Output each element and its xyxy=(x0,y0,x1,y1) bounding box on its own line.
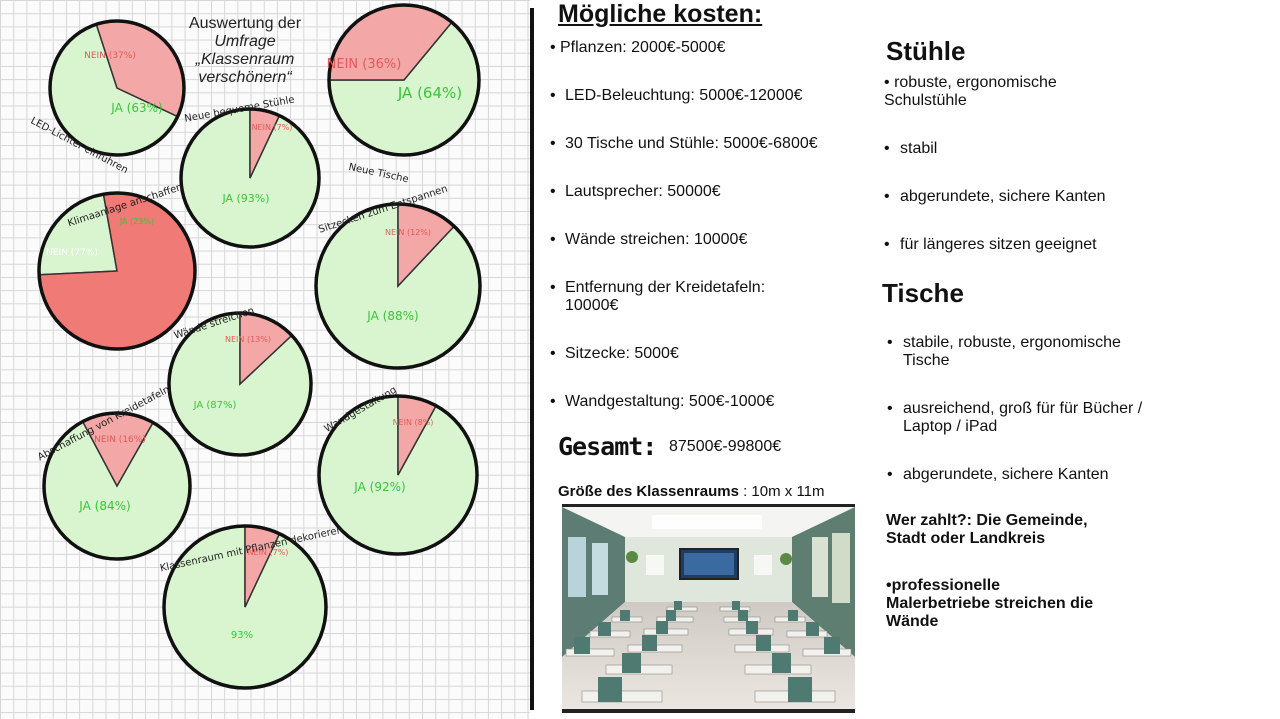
payer-line: Stadt oder Landkreis xyxy=(886,530,1046,547)
pie-yes-label: JA (23%) xyxy=(119,217,154,226)
chairs-item-text: • robuste, ergonomische Schulstühle xyxy=(884,74,1124,110)
tables-heading: Tische xyxy=(882,278,964,308)
room-size-label: Größe des Klassenraums xyxy=(558,483,739,500)
cost-text: LED-Beleuchtung: 5000€-12000€ xyxy=(565,87,803,104)
survey-title-line: Auswertung der xyxy=(188,15,302,32)
total-label: Gesamt: xyxy=(558,432,657,461)
chairs-item-label: stabil xyxy=(900,140,938,157)
tables-item-label: abgerundete, sichere Kanten xyxy=(903,466,1109,483)
cost-text: Pflanzen: 2000€-5000€ xyxy=(560,39,726,56)
pie-yes-label: JA (93%) xyxy=(221,192,269,205)
bullet: • xyxy=(550,345,556,362)
bullet: • xyxy=(550,39,556,56)
pie-outline xyxy=(162,524,328,690)
cost-item: • Wände streichen: 10000€ xyxy=(550,231,850,249)
cost-item: • Wandgestaltung: 500€-1000€ xyxy=(550,393,850,411)
room-size-value: : 10m x 11m xyxy=(743,483,825,500)
pie-no-label: NEIN (12%) xyxy=(385,228,431,237)
painters-line: Malerbetriebe streichen die xyxy=(886,595,1094,612)
pie-outline xyxy=(37,191,197,351)
bullet: • xyxy=(887,334,893,351)
cost-text: Sitzecke: 5000€ xyxy=(565,345,679,362)
pie-outline xyxy=(42,411,192,561)
classroom-photo xyxy=(562,504,855,713)
pie-no-label: NEIN (7%) xyxy=(248,548,289,557)
room-size: Größe des Klassenraums : 10m x 11m xyxy=(558,483,825,500)
bullet: • xyxy=(887,400,893,417)
bullet: • xyxy=(550,231,556,248)
cost-text: Wandgestaltung: 500€-1000€ xyxy=(565,393,775,410)
survey-title: Auswertung der Umfrage „Klassenraum vers… xyxy=(180,15,310,87)
bullet: • xyxy=(550,279,556,296)
costs-heading: Mögliche kosten: xyxy=(558,0,763,28)
chairs-item-label: robuste, ergonomische Schulstühle xyxy=(884,74,1057,109)
pie-title: Neue Tische xyxy=(347,162,409,185)
bullet: • xyxy=(884,236,890,253)
cost-item: • 30 Tische und Stühle: 5000€-6800€ xyxy=(550,135,850,153)
chairs-item: • stabil xyxy=(884,140,1184,158)
bullet: • xyxy=(550,393,556,410)
cost-text: Entfernung der Kreidetafeln: 10000€ xyxy=(565,279,766,314)
painters-line: Wände xyxy=(886,613,939,630)
chairs-heading: Stühle xyxy=(886,36,966,66)
chairs-item: • für längeres sitzen geeignet xyxy=(884,236,1184,254)
tables-item: • abgerundete, sichere Kanten xyxy=(887,466,1187,484)
pie-yes-label: JA (92%) xyxy=(353,480,405,494)
survey-title-line: verschönern“ xyxy=(198,69,292,86)
chairs-item-label: abgerundete, sichere Kanten xyxy=(900,188,1106,205)
cost-item: • Pflanzen: 2000€-5000€ xyxy=(550,39,850,57)
tables-item-label: ausreichend, groß für für Bücher / Lapto… xyxy=(903,400,1143,435)
bullet: • xyxy=(884,188,890,205)
tables-item: • stabile, robuste, ergonomische Tische xyxy=(887,334,1147,370)
pie-yes-label: JA (63%) xyxy=(110,101,162,115)
pie-yes-label: JA (88%) xyxy=(366,309,418,323)
survey-title-line: Umfrage xyxy=(214,33,276,50)
bullet: • xyxy=(887,466,893,483)
chairs-item: • abgerundete, sichere Kanten xyxy=(884,188,1184,206)
survey-title-line: „Klassenraum xyxy=(195,51,295,68)
tables-item: • ausreichend, groß für für Bücher / Lapt… xyxy=(887,400,1172,436)
cost-item: • Lautsprecher: 50000€ xyxy=(550,183,850,201)
pie-no-label: NEIN (37%) xyxy=(84,51,136,61)
painters-note: •professionelle Malerbetriebe streichen … xyxy=(886,577,1146,631)
pie-no-label: NEIN (7%) xyxy=(252,123,293,132)
pie-outline xyxy=(48,19,186,157)
chairs-item-label: für längeres sitzen geeignet xyxy=(900,236,1097,253)
bullet: • xyxy=(884,74,890,91)
pie-outline xyxy=(167,311,313,457)
cost-item: • Sitzecke: 5000€ xyxy=(550,345,850,363)
cost-item: • LED-Beleuchtung: 5000€-12000€ xyxy=(550,87,850,105)
pie-no-label: NEIN (77%) xyxy=(46,248,98,258)
pie-no-label: NEIN (13%) xyxy=(225,335,271,344)
bullet: • xyxy=(884,140,890,157)
cost-text: Lautsprecher: 50000€ xyxy=(565,183,721,200)
pie-no-label: NEIN (16%) xyxy=(94,435,146,445)
pie-charts-canvas: JA (63%)NEIN (37%)LED-Lichter einführenJ… xyxy=(29,3,482,690)
vertical-divider xyxy=(530,8,534,710)
pie-yes-label: JA (87%) xyxy=(193,400,237,411)
pie-yes-label: JA (64%) xyxy=(397,84,462,102)
payer-line: Wer zahlt?: Die Gemeinde, xyxy=(886,512,1088,529)
pie-outline xyxy=(327,3,481,157)
cost-item: • Entfernung der Kreidetafeln: 10000€ xyxy=(550,279,790,315)
total-value: 87500€-99800€ xyxy=(669,438,782,455)
cost-text: 30 Tische und Stühle: 5000€-6800€ xyxy=(565,135,818,152)
bullet: • xyxy=(550,87,556,104)
bullet: • xyxy=(550,135,556,152)
payer-note: Wer zahlt?: Die Gemeinde, Stadt oder Lan… xyxy=(886,512,1146,548)
classroom-illustration xyxy=(562,507,855,709)
pie-outline xyxy=(317,394,479,556)
bullet: • xyxy=(550,183,556,200)
painters-line: •professionelle xyxy=(886,577,1001,594)
pie-outline xyxy=(179,107,321,249)
tables-item-label: stabile, robuste, ergonomische Tische xyxy=(903,334,1121,369)
pie-yes-label: JA (84%) xyxy=(78,499,130,513)
cost-text: Wände streichen: 10000€ xyxy=(565,231,748,248)
pie-no-label: NEIN (8%) xyxy=(393,418,434,427)
chairs-item: • robuste, ergonomische Schulstühle xyxy=(884,74,1124,110)
pie-no-label: NEIN (36%) xyxy=(327,57,402,72)
pie-outline xyxy=(314,202,482,370)
pie-yes-label: 93% xyxy=(231,630,253,641)
